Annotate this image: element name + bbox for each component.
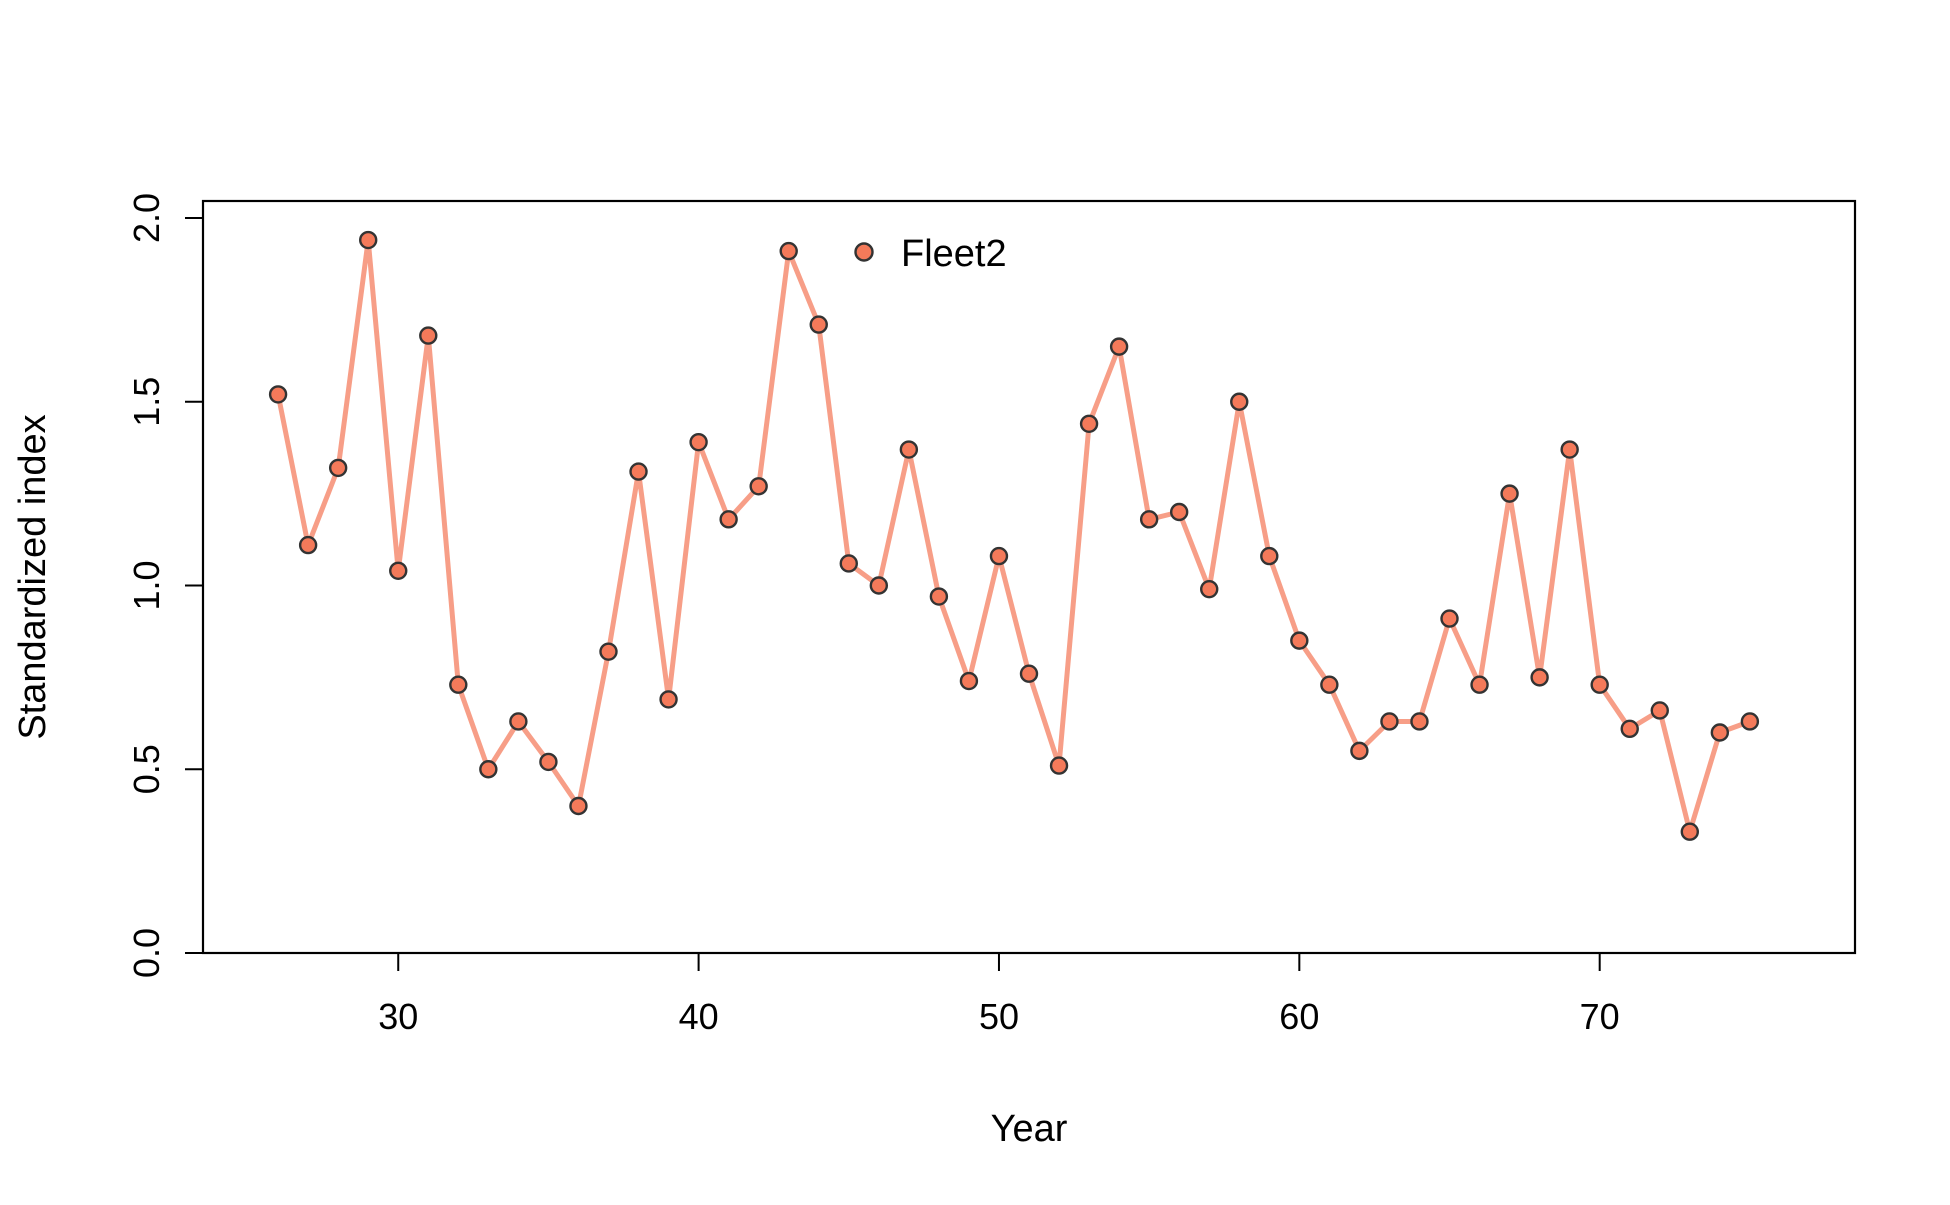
data-point xyxy=(1650,701,1669,720)
data-point xyxy=(1470,675,1489,694)
data-point xyxy=(509,712,528,731)
data-point xyxy=(569,796,588,816)
data-point xyxy=(599,642,618,661)
data-point xyxy=(479,760,498,779)
data-point xyxy=(659,690,678,709)
data-point xyxy=(1440,609,1459,628)
data-point xyxy=(1530,668,1549,687)
data-point xyxy=(689,432,708,452)
data-point xyxy=(869,576,889,595)
data-point xyxy=(1260,546,1279,566)
data-point xyxy=(1139,510,1159,529)
x-axis-title: Year xyxy=(991,1108,1068,1150)
data-point xyxy=(959,671,979,691)
y-axis: 0.0 0.5 1.0 1.5 2.0 xyxy=(126,193,204,978)
x-tick-label: 40 xyxy=(679,996,719,1037)
x-tick-label: 70 xyxy=(1580,996,1620,1037)
x-tick-label: 50 xyxy=(979,996,1019,1037)
x-tick-label: 60 xyxy=(1279,996,1319,1037)
legend: Fleet2 xyxy=(854,233,1007,275)
y-tick-label: 0.5 xyxy=(126,744,167,794)
data-point xyxy=(328,458,348,478)
data-point xyxy=(1500,484,1519,503)
data-point xyxy=(1590,675,1609,694)
data-point xyxy=(1380,712,1399,731)
x-tick-label: 30 xyxy=(378,996,418,1037)
legend-marker-fleet2 xyxy=(854,242,874,262)
data-point xyxy=(1290,631,1309,650)
data-point xyxy=(1320,675,1339,694)
y-tick-label: 2.0 xyxy=(126,193,167,243)
data-point xyxy=(1079,414,1099,433)
data-point xyxy=(899,440,919,459)
data-point xyxy=(779,241,798,261)
data-point xyxy=(298,535,318,555)
data-point xyxy=(1710,723,1730,742)
x-axis: 30 40 50 60 70 xyxy=(378,952,1620,1037)
data-point xyxy=(1680,822,1700,841)
data-point xyxy=(719,510,738,529)
y-tick-label: 0.0 xyxy=(126,928,167,978)
data-point xyxy=(268,385,288,404)
data-point xyxy=(1109,337,1129,356)
data-point xyxy=(1019,664,1039,683)
data-point xyxy=(449,675,468,694)
y-tick-label: 1.5 xyxy=(126,377,167,427)
data-point xyxy=(809,315,828,334)
data-point xyxy=(1410,712,1429,731)
data-point xyxy=(539,752,558,772)
data-point xyxy=(419,326,438,345)
data-point xyxy=(1620,719,1639,739)
data-point xyxy=(1049,756,1069,775)
y-tick-label: 1.0 xyxy=(126,560,167,610)
data-point xyxy=(1740,712,1760,731)
data-point xyxy=(1169,502,1189,522)
data-point xyxy=(1230,392,1249,411)
legend-label-fleet2: Fleet2 xyxy=(901,233,1007,275)
data-point xyxy=(839,554,858,573)
data-point xyxy=(389,561,408,580)
y-axis-title: Standardized index xyxy=(12,414,54,739)
data-point xyxy=(359,230,378,250)
data-point xyxy=(749,477,768,496)
data-point xyxy=(1560,440,1579,459)
data-point xyxy=(989,546,1009,566)
series-fleet2 xyxy=(268,230,1760,841)
data-point xyxy=(1350,741,1369,761)
data-point xyxy=(629,462,648,481)
data-point xyxy=(1200,579,1219,599)
data-point xyxy=(929,587,949,606)
